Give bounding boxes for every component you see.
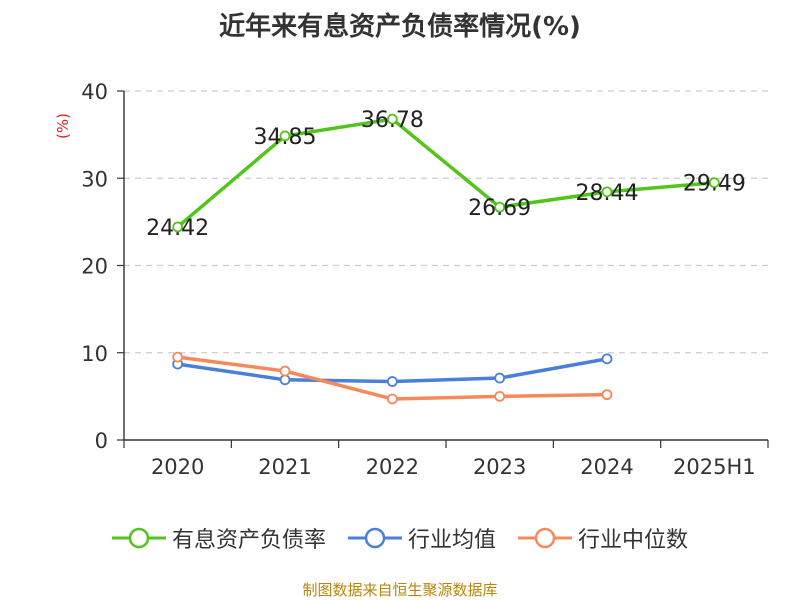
legend-label: 行业均值 (407, 528, 496, 553)
x-tick-label: 2024 (580, 455, 633, 479)
x-tick-label: 2021 (258, 455, 311, 479)
legend: 有息资产负债率 行业均值 行业中位数 (0, 522, 800, 554)
x-tick-label: 2025H1 (673, 455, 756, 479)
data-point (494, 372, 506, 384)
y-tick-label: 20 (81, 255, 108, 279)
data-point (601, 389, 613, 401)
legend-label: 行业中位数 (578, 528, 689, 553)
legend-item[interactable]: 行业均值 (347, 522, 496, 554)
x-tick-label: 2023 (473, 455, 526, 479)
legend-label: 有息资产负债率 (171, 528, 326, 553)
y-tick-label: 40 (81, 80, 108, 104)
source-note: 制图数据来自恒生聚源数据库 (302, 581, 498, 599)
data-point (601, 353, 613, 365)
y-tick-label: 0 (95, 429, 108, 453)
data-point (494, 201, 506, 213)
legend-marker-icon (347, 527, 402, 549)
data-label: 36.78 (361, 108, 424, 133)
data-point (386, 113, 398, 125)
legend-marker-icon (111, 527, 166, 549)
data-point (601, 186, 613, 198)
legend-marker-icon (518, 527, 572, 549)
data-label: 24.42 (146, 216, 209, 241)
data-label: 34.85 (254, 125, 317, 150)
data-label: 29.49 (683, 172, 746, 197)
data-point (279, 130, 291, 142)
data-point (386, 376, 398, 387)
data-label: 26.69 (468, 196, 531, 221)
chart-title: 近年来有息资产负债率情况(%) (219, 12, 581, 42)
data-point (386, 393, 398, 405)
data-point (494, 390, 506, 402)
x-tick-label: 2022 (366, 455, 419, 479)
legend-item[interactable]: 行业中位数 (518, 522, 688, 554)
x-tick-label: 2020 (151, 455, 204, 479)
y-axis-label: (%) (54, 113, 72, 139)
data-point (708, 177, 720, 189)
data-point (279, 365, 291, 377)
data-label: 28.44 (576, 181, 639, 206)
legend-item[interactable]: 有息资产负债率 (111, 522, 326, 554)
data-point (279, 374, 291, 386)
data-point (172, 351, 184, 363)
series-line (176, 117, 715, 229)
data-point (172, 221, 184, 233)
y-tick-label: 10 (81, 342, 108, 366)
y-tick-label: 30 (81, 167, 108, 191)
